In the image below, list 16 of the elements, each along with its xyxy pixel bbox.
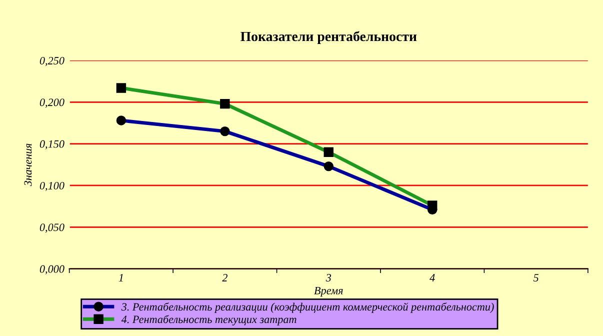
y-tick-label: 0,200 xyxy=(40,98,64,108)
x-tick-label: 2 xyxy=(222,274,228,282)
y-tick-label: 0,250 xyxy=(40,56,64,66)
y-tick-label: 0,150 xyxy=(40,140,64,150)
x-tick-label: 5 xyxy=(533,274,539,282)
x-tick-label: 1 xyxy=(118,274,123,282)
y-tick-label: 0,000 xyxy=(40,265,64,274)
legend-label: 4. Рентабельность текущих затрат xyxy=(121,315,296,326)
legend-label: 3. Рентабельность реализации (коэффициент коммерческой рентабельности) xyxy=(121,302,494,313)
y-axis-title: Значения xyxy=(24,144,32,186)
chart-title: Показатели рентабельности xyxy=(240,31,417,44)
y-tick-label: 0,100 xyxy=(40,182,64,192)
x-tick-label: 3 xyxy=(326,274,332,282)
x-axis-title: Время xyxy=(314,286,343,297)
y-tick-label: 0,050 xyxy=(40,224,64,233)
x-tick-label: 4 xyxy=(430,274,435,282)
